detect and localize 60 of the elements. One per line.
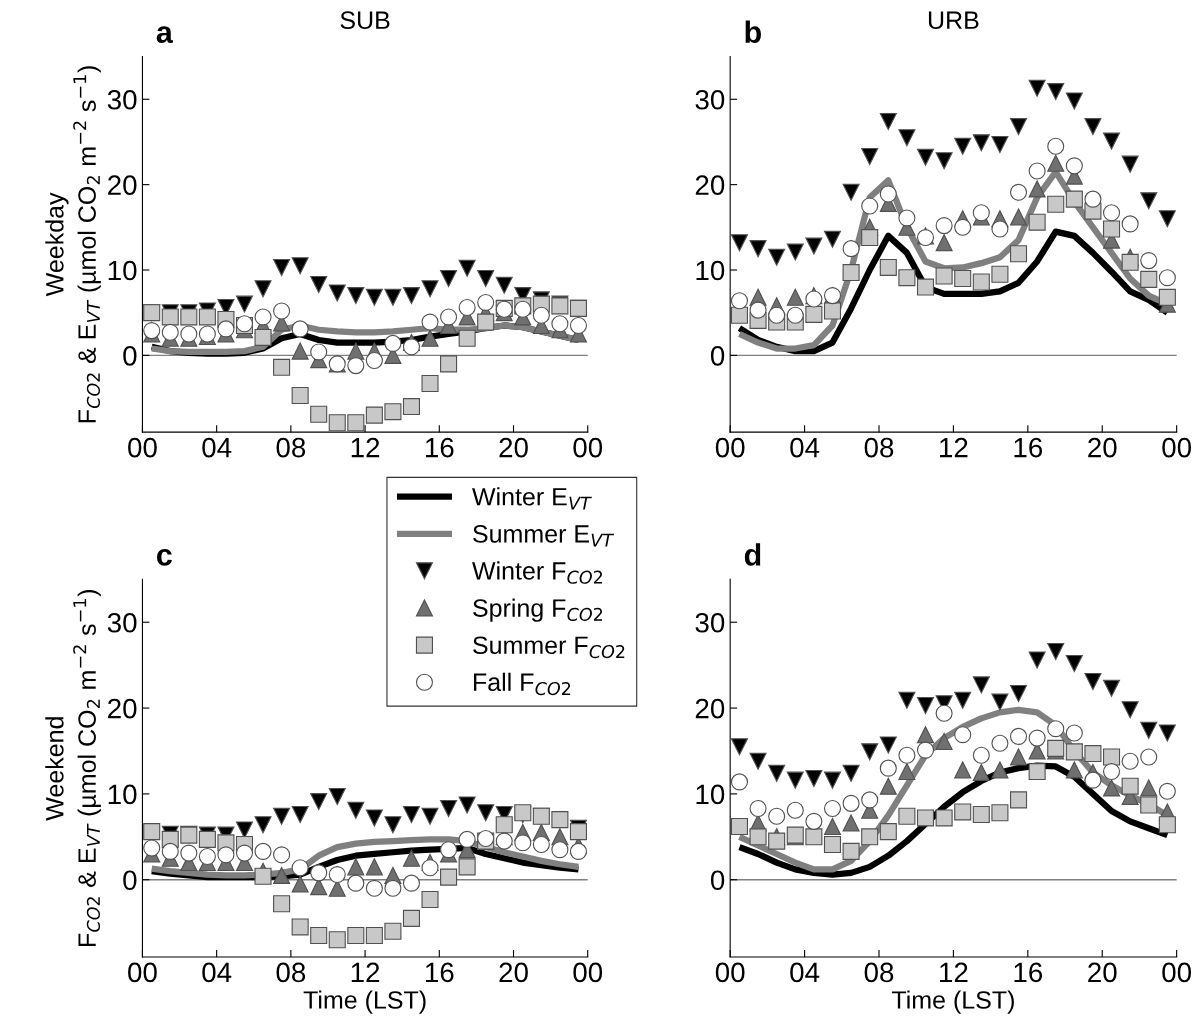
y-tick-label: 20 <box>108 175 137 195</box>
x-tick-label: 08 <box>864 962 894 983</box>
legend-label: Spring F$_{CO2}$ <box>473 598 603 622</box>
x-axis-title: Time (LST) <box>303 990 426 1014</box>
y-tick-label: 20 <box>108 698 137 719</box>
y-tick-label: 10 <box>696 260 725 281</box>
x-tick-label: 04 <box>202 437 232 458</box>
x-tick-label: 20 <box>499 962 528 983</box>
x-tick-label: 20 <box>1088 437 1117 458</box>
x-axis-title: Time (LST) <box>891 990 1014 1014</box>
legend-label: Summer F$_{CO2}$ <box>473 636 625 659</box>
y-tick-label: 30 <box>107 612 137 633</box>
x-tick-label: 20 <box>499 437 528 458</box>
x-tick-label: 12 <box>940 962 968 982</box>
x-tick-label: 04 <box>790 962 820 983</box>
text: c <box>157 548 172 566</box>
y-tick-label: 0 <box>123 870 137 891</box>
x-tick-label: 12 <box>351 437 380 458</box>
y-tick-label: 30 <box>107 89 137 110</box>
y-tick-label: 0 <box>123 346 137 366</box>
x-tick-label: 08 <box>276 962 306 983</box>
text: Weekend F$_{CO2}$ & E$_{VT}$ (µmol CO$_{2}$ m$^{−2}$ s$^{−1}$) <box>45 589 101 946</box>
x-tick-label: 00 <box>715 437 745 458</box>
x-tick-label: 16 <box>425 962 454 983</box>
y-tick-label: 10 <box>696 784 725 805</box>
y-tick-label: 10 <box>108 260 137 281</box>
x-tick-label: 00 <box>128 437 157 458</box>
y-tick-label: 0 <box>710 870 725 891</box>
x-tick-label: 00 <box>1162 962 1192 983</box>
x-tick-label: 16 <box>1014 962 1043 983</box>
y-tick-label: 30 <box>695 89 725 110</box>
x-tick-label: 00 <box>1162 437 1192 458</box>
x-tick-label: 12 <box>940 437 968 458</box>
x-tick-label: 08 <box>864 437 894 458</box>
legend-label: Winter F$_{CO2}$ <box>472 561 603 584</box>
x-tick-label: 00 <box>573 437 603 458</box>
text: d <box>744 543 761 566</box>
x-tick-label: 04 <box>790 437 820 458</box>
legend-label: Summer E$_{VT}$ <box>473 525 615 547</box>
text: b <box>745 20 761 44</box>
x-tick-label: 20 <box>1088 962 1117 983</box>
text: a <box>156 26 173 44</box>
x-tick-label: 04 <box>202 962 232 983</box>
x-tick-label: 12 <box>351 962 380 982</box>
y-tick-label: 10 <box>108 784 137 805</box>
x-tick-label: 00 <box>128 962 157 983</box>
legend-label: Fall F$_{CO2}$ <box>474 672 571 696</box>
y-tick-label: 20 <box>695 175 725 195</box>
x-tick-label: 08 <box>276 437 306 458</box>
y-tick-label: 0 <box>710 346 725 366</box>
chart-title: SUB <box>340 11 390 30</box>
y-tick-label: 30 <box>695 612 725 633</box>
text: Weekday F$_{CO2}$ & E$_{VT}$ (µmol CO$_{2}$ m$^{−2}$ s$^{−1}$) <box>45 66 101 423</box>
legend-label: Winter E$_{VT}$ <box>472 487 592 510</box>
x-tick-label: 00 <box>573 962 603 983</box>
y-tick-label: 20 <box>695 698 725 719</box>
x-tick-label: 16 <box>425 437 454 458</box>
x-tick-label: 00 <box>715 962 745 983</box>
chart-title: URB <box>928 11 979 30</box>
x-tick-label: 16 <box>1014 437 1043 458</box>
